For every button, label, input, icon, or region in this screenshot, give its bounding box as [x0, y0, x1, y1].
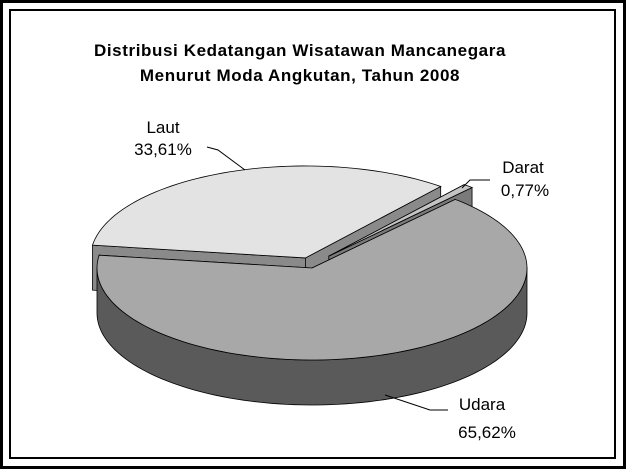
slice: [328, 184, 474, 257]
value-label: 65,62%: [458, 423, 516, 442]
slice: [91, 165, 442, 259]
leader-line: [461, 179, 490, 189]
value-label: 0,77%: [501, 181, 549, 200]
slice: [96, 198, 528, 361]
leader-line: [384, 394, 448, 411]
value-label: 33,61%: [134, 140, 192, 159]
category-label: Udara: [459, 395, 506, 414]
category-label: Laut: [146, 118, 179, 137]
plot-frame: [9, 9, 616, 459]
category-label: Darat: [502, 158, 544, 177]
pie: [91, 165, 528, 406]
leader-line: [206, 146, 246, 171]
chart-title: Distribusi Kedatangan Wisatawan Mancaneg…: [93, 41, 507, 85]
